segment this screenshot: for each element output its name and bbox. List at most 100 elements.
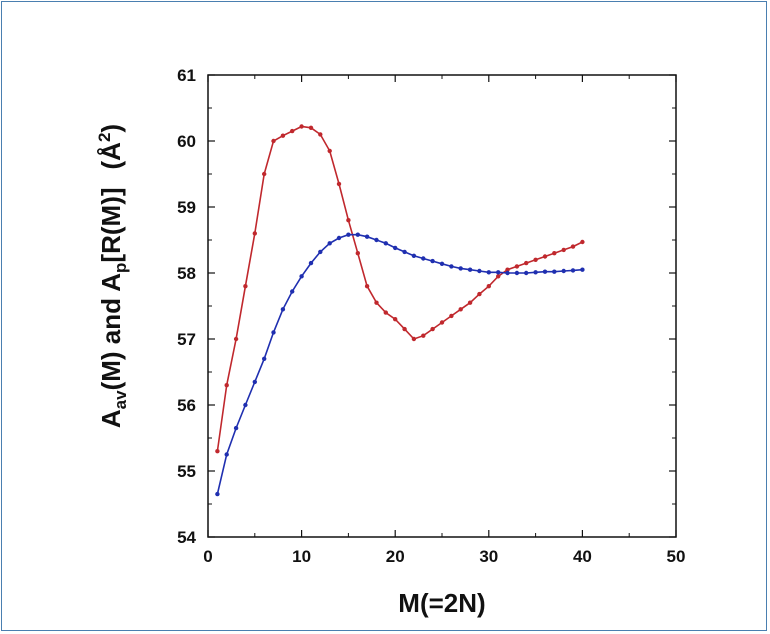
data-point xyxy=(533,270,538,275)
data-point xyxy=(561,268,566,274)
data-point xyxy=(327,241,332,246)
x-tick-label: 50 xyxy=(667,547,686,566)
series-line xyxy=(216,233,583,495)
y-tick-label: 58 xyxy=(177,264,196,283)
data-point xyxy=(439,261,445,266)
data-point xyxy=(393,245,398,251)
data-point xyxy=(355,251,360,256)
data-point xyxy=(467,300,473,305)
y-title-part: [R(M)] xyxy=(96,187,126,262)
data-point xyxy=(486,284,491,289)
series-layer xyxy=(215,124,585,497)
y-title-subscript: av xyxy=(111,390,130,409)
y-axis-title: Aav(M) and Ap[R(M)] (Å2) xyxy=(95,124,130,428)
data-point xyxy=(496,270,501,275)
data-point xyxy=(224,383,229,388)
y-tick-label: 61 xyxy=(177,66,196,85)
data-point xyxy=(336,181,342,187)
x-axis-title: M(=2N) xyxy=(398,588,485,618)
data-point xyxy=(421,333,426,338)
data-point xyxy=(364,284,370,289)
data-point xyxy=(552,251,557,256)
data-point xyxy=(308,125,314,130)
data-point xyxy=(383,241,388,246)
data-point xyxy=(570,268,576,273)
data-point xyxy=(449,264,454,269)
data-point xyxy=(215,491,220,497)
series-line xyxy=(216,125,583,452)
data-point xyxy=(252,231,257,236)
data-point xyxy=(402,249,407,255)
series-1 xyxy=(215,124,585,454)
data-point xyxy=(271,330,276,335)
data-point xyxy=(383,310,388,315)
data-point xyxy=(290,128,295,134)
data-point xyxy=(458,266,463,271)
data-point xyxy=(299,274,304,279)
data-point xyxy=(233,425,239,431)
data-point xyxy=(318,249,323,255)
data-point xyxy=(252,379,257,385)
y-title-subscript: p xyxy=(111,263,130,273)
y-title-unit-close: ) xyxy=(96,124,126,133)
data-point xyxy=(439,320,445,325)
data-point xyxy=(533,257,538,262)
data-point xyxy=(411,253,417,258)
data-point xyxy=(580,267,585,272)
data-point xyxy=(243,402,248,408)
y-tick-label: 55 xyxy=(177,462,196,481)
data-point xyxy=(524,260,529,266)
x-tick-label: 30 xyxy=(479,547,498,566)
y-tick-label: 59 xyxy=(177,198,196,217)
data-point xyxy=(542,254,548,259)
data-point xyxy=(505,270,510,276)
data-point xyxy=(561,247,566,253)
data-point xyxy=(542,269,548,274)
data-point xyxy=(346,218,351,223)
data-point xyxy=(215,449,220,454)
data-point xyxy=(467,267,473,272)
y-tick-label: 60 xyxy=(177,132,196,151)
data-point xyxy=(477,268,482,274)
data-point xyxy=(411,336,417,342)
data-point xyxy=(318,132,323,137)
data-point xyxy=(355,232,360,237)
data-point xyxy=(449,313,454,319)
data-point xyxy=(336,235,342,241)
data-point xyxy=(280,307,286,312)
x-tick-label: 10 xyxy=(292,547,311,566)
plot-frame xyxy=(207,74,677,538)
data-point xyxy=(262,171,267,177)
data-point xyxy=(477,291,482,297)
data-point xyxy=(505,267,510,272)
data-point xyxy=(308,260,314,266)
x-tick-label: 0 xyxy=(203,547,212,566)
data-point xyxy=(280,133,286,138)
data-point xyxy=(524,270,529,276)
data-point xyxy=(290,289,295,294)
data-point xyxy=(421,256,426,261)
data-point xyxy=(580,239,585,245)
data-point xyxy=(346,232,351,237)
data-point xyxy=(374,237,379,243)
y-tick-label: 54 xyxy=(177,528,196,547)
data-point xyxy=(514,264,520,269)
data-point xyxy=(299,124,304,129)
data-point xyxy=(486,270,491,275)
data-point xyxy=(430,258,435,264)
ticks-layer: 0 10 20 30 40 50 54 55 56 57 58 59 60 61 xyxy=(177,66,685,566)
series-2 xyxy=(215,232,585,497)
x-tick-label: 20 xyxy=(386,547,405,566)
data-point xyxy=(364,234,370,239)
data-point xyxy=(262,356,267,361)
y-title-part: A xyxy=(96,409,126,428)
data-point xyxy=(327,148,332,154)
data-point xyxy=(570,244,576,249)
y-title-unit-open: ( xyxy=(96,160,126,169)
y-title-part: (M) and A xyxy=(96,273,126,391)
data-point xyxy=(243,284,248,289)
plot-area xyxy=(207,74,677,538)
y-title-superscript: 2 xyxy=(95,133,114,142)
